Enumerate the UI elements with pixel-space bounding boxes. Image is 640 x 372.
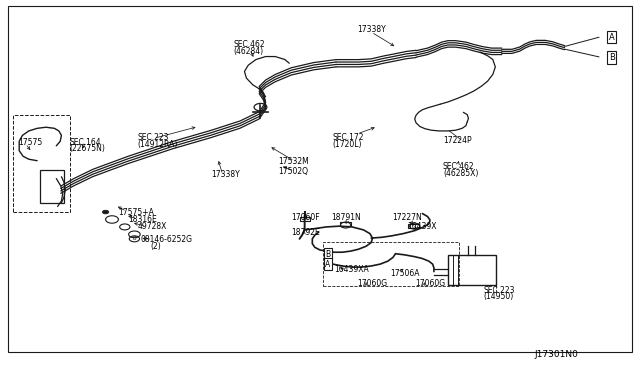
Bar [323,242,459,286]
Text: B: B [132,236,136,241]
Text: 17060G: 17060G [357,279,387,288]
Text: (46285X): (46285X) [443,169,478,178]
Text: 17502Q: 17502Q [278,167,308,176]
Text: 49728X: 49728X [138,222,167,231]
Text: A: A [609,33,614,42]
Text: 17338Y: 17338Y [357,25,385,34]
Text: SEC.223: SEC.223 [138,133,169,142]
Text: (46284): (46284) [234,47,264,56]
Text: 08146-6252G: 08146-6252G [141,235,193,244]
Bar [300,217,310,221]
Text: 17506A: 17506A [390,269,420,278]
Bar [13,115,70,212]
Text: 18791N: 18791N [331,213,360,222]
Text: (1720L): (1720L) [333,140,362,149]
Text: B: B [325,250,330,259]
Bar [448,255,496,285]
Circle shape [102,210,109,214]
Text: B: B [609,53,615,62]
Text: 17224P: 17224P [443,136,472,145]
Text: SEC.462: SEC.462 [234,40,265,49]
Text: 17532M: 17532M [278,157,309,166]
Text: SEC.462: SEC.462 [443,162,474,171]
Text: (14912RA): (14912RA) [138,140,178,149]
Text: SEC.223: SEC.223 [483,286,515,295]
Text: 17338Y: 17338Y [211,170,240,179]
Text: 17227N: 17227N [392,213,422,222]
Text: A: A [325,260,330,269]
Text: 18792E: 18792E [291,228,320,237]
Text: (22675N): (22675N) [69,144,105,153]
Bar [340,222,351,226]
Text: 18316E: 18316E [128,215,157,224]
Bar [408,224,419,228]
Text: 17060G: 17060G [415,279,445,288]
Bar [40,170,64,203]
Text: J17301N0: J17301N0 [534,350,579,359]
Text: (14950): (14950) [483,292,513,301]
Text: 17060F: 17060F [292,213,320,222]
Text: 17575: 17575 [18,138,42,147]
Text: (2): (2) [150,242,161,251]
Text: 16439X: 16439X [407,222,436,231]
Text: 17575+A: 17575+A [118,208,154,217]
Text: 16439XA: 16439XA [334,265,369,274]
Text: SEC.164: SEC.164 [69,138,100,147]
Text: SEC.172: SEC.172 [333,133,364,142]
